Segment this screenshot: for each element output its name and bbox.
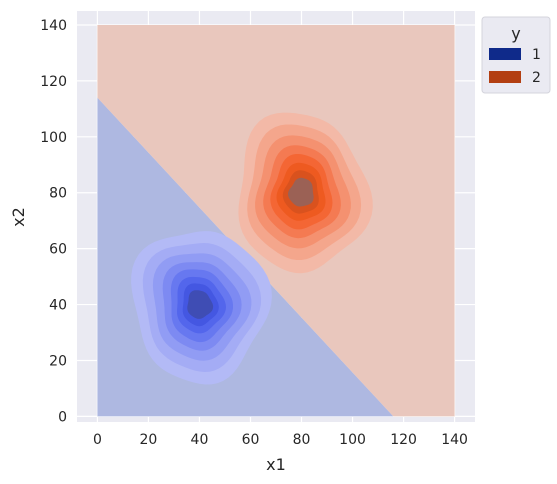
x-axis-label: x1 — [266, 455, 286, 474]
x-tick-labels: 0 20 40 60 80 100 120 140 — [93, 432, 468, 448]
legend-title: y — [511, 24, 520, 43]
y-tick-label: 40 — [49, 298, 67, 314]
density-series-1 — [131, 231, 272, 385]
legend-label: 1 — [532, 47, 541, 63]
x-tick-label: 140 — [441, 432, 468, 448]
legend: y 1 2 — [481, 16, 551, 94]
y-tick-label: 140 — [40, 18, 67, 34]
y-axis-label: x2 — [9, 207, 28, 227]
density-series-2 — [238, 112, 373, 274]
legend-swatch — [489, 48, 521, 60]
contour-level — [187, 290, 214, 319]
y-tick-label: 60 — [49, 242, 67, 258]
x-tick-label: 20 — [140, 432, 158, 448]
contour-level — [288, 177, 314, 207]
legend-swatch — [489, 71, 521, 83]
y-tick-label: 120 — [40, 74, 67, 90]
x-tick-label: 80 — [293, 432, 311, 448]
density-contours — [131, 112, 373, 385]
x-tick-label: 100 — [339, 432, 366, 448]
x-tick-label: 60 — [242, 432, 260, 448]
y-tick-label: 20 — [49, 353, 67, 369]
y-tick-labels: 0 20 40 60 80 100 120 140 — [40, 18, 67, 425]
x-tick-label: 40 — [191, 432, 209, 448]
x-tick-label: 0 — [93, 432, 102, 448]
y-tick-label: 0 — [58, 409, 67, 425]
y-tick-label: 80 — [49, 186, 67, 202]
x-tick-label: 120 — [390, 432, 417, 448]
y-tick-label: 100 — [40, 130, 67, 146]
legend-label: 2 — [532, 70, 541, 86]
